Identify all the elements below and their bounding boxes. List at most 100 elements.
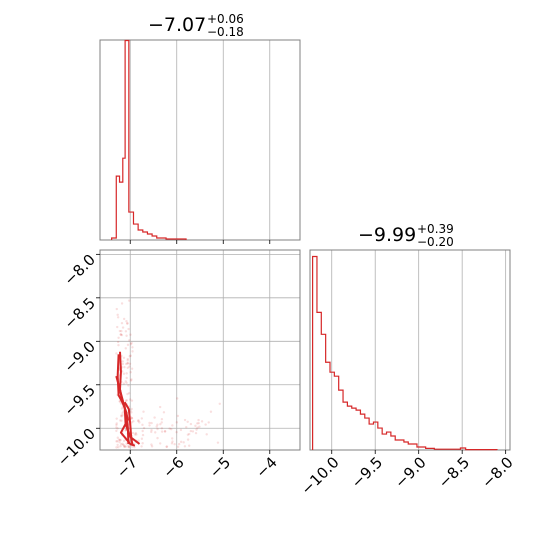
scatter-point xyxy=(124,445,128,448)
scatter-point xyxy=(121,360,124,363)
panel-2-yticks: −8.0 −8.5 −9.0 −9.5 −10.0 xyxy=(54,251,100,470)
scatter-point xyxy=(131,346,134,349)
scatter-point xyxy=(195,428,198,431)
scatter-point xyxy=(154,431,157,434)
panel-3-xtick-label-2: −9.0 xyxy=(391,453,429,491)
scatter-point xyxy=(138,421,141,424)
panel-1-xticks xyxy=(129,240,271,244)
scatter-point xyxy=(116,436,119,439)
scatter-point xyxy=(141,433,145,437)
scatter-point xyxy=(205,433,208,436)
histogram-2-line xyxy=(312,255,498,451)
scatter-point xyxy=(127,299,131,302)
scatter-point xyxy=(179,428,183,432)
panel-3-xtick-label-1: −9.5 xyxy=(348,453,386,491)
scatter-point xyxy=(125,320,128,323)
scatter-point xyxy=(130,445,134,448)
scatter-point xyxy=(163,430,167,433)
scatter-point xyxy=(121,414,124,417)
scatter-point xyxy=(185,425,188,429)
scatter-point xyxy=(115,446,118,449)
panel-1-grid xyxy=(129,40,271,240)
scatter-point xyxy=(118,438,122,442)
scatter-point xyxy=(129,354,132,357)
panel-2-ytick-label-0: −8.0 xyxy=(61,251,99,289)
scatter-point xyxy=(130,411,133,414)
scatter-point xyxy=(125,322,129,325)
scatter-point xyxy=(130,417,134,420)
scatter-point xyxy=(124,399,128,402)
scatter-point xyxy=(131,431,135,435)
scatter-point xyxy=(130,341,133,345)
panel-3-frame xyxy=(309,249,511,451)
scatter-point xyxy=(118,329,122,333)
scatter-point xyxy=(125,362,128,366)
scatter-point xyxy=(142,426,146,430)
scatter-point xyxy=(131,350,134,353)
density-contours xyxy=(115,351,141,447)
panel-2-ytick-label-4: −10.0 xyxy=(54,425,99,470)
scatter-point xyxy=(115,422,118,425)
scatter-point xyxy=(142,410,145,413)
scatter-point xyxy=(176,414,180,418)
scatter-point xyxy=(198,425,201,428)
scatter-point xyxy=(127,392,131,395)
scatter-point xyxy=(159,442,162,445)
panel-2-xtick-label-0: −7 xyxy=(113,453,141,481)
panel-3-xtick-label-3: −8.5 xyxy=(435,453,473,491)
scatter-point xyxy=(186,420,189,423)
scatter-point xyxy=(177,442,181,446)
panel-2-ytick-label-1: −8.5 xyxy=(61,294,99,332)
scatter-point xyxy=(127,327,130,331)
scatter-point xyxy=(148,421,151,425)
scatter-point xyxy=(115,440,118,443)
scatter-point xyxy=(126,343,130,347)
scatter-point xyxy=(188,444,191,447)
scatter-point xyxy=(123,444,126,447)
scatter-point xyxy=(115,307,118,311)
scatter-point xyxy=(125,334,128,337)
scatter-point xyxy=(120,321,124,325)
scatter-point xyxy=(119,442,123,446)
scatter-point xyxy=(171,437,174,440)
scatter-point xyxy=(123,445,126,448)
scatter-point xyxy=(175,430,178,434)
scatter-point xyxy=(120,414,123,417)
scatter-point xyxy=(194,431,198,435)
scatter-point xyxy=(122,356,126,359)
scatter-point xyxy=(156,427,159,431)
scatter-point xyxy=(126,361,129,365)
scatter-point xyxy=(173,442,176,446)
scatter-point xyxy=(120,415,123,418)
scatter-point xyxy=(200,420,204,423)
scatter-point xyxy=(122,372,126,375)
scatter-point xyxy=(117,446,120,449)
contour-line-3 xyxy=(115,375,136,447)
scatter-point xyxy=(115,429,118,433)
scatter-point xyxy=(119,333,123,336)
scatter-point xyxy=(186,438,190,441)
panel-3-xticks: −10.0 −9.5 −9.0 −8.5 −8.0 xyxy=(298,450,517,499)
scatter-point xyxy=(141,429,144,433)
scatter-point xyxy=(125,381,128,385)
scatter-point xyxy=(120,419,123,422)
scatter-point xyxy=(137,439,140,442)
scatter-point xyxy=(160,427,164,430)
scatter-point xyxy=(115,352,118,355)
scatter-point xyxy=(186,433,190,436)
title-2-value: −9.99 xyxy=(358,224,416,246)
scatter-point xyxy=(128,398,132,401)
scatter-point xyxy=(120,333,124,337)
scatter-point xyxy=(137,419,140,423)
title-1-value: −7.07 xyxy=(148,14,206,36)
scatter-point xyxy=(121,442,124,446)
scatter-point xyxy=(165,445,168,448)
scatter-point xyxy=(125,372,128,375)
scatter-point xyxy=(156,423,159,426)
scatter-point xyxy=(117,343,120,347)
scatter-point xyxy=(196,422,199,425)
scatter-point xyxy=(159,423,162,426)
title-2-upper: +0.39 xyxy=(417,222,454,236)
scatter-point xyxy=(141,442,144,445)
